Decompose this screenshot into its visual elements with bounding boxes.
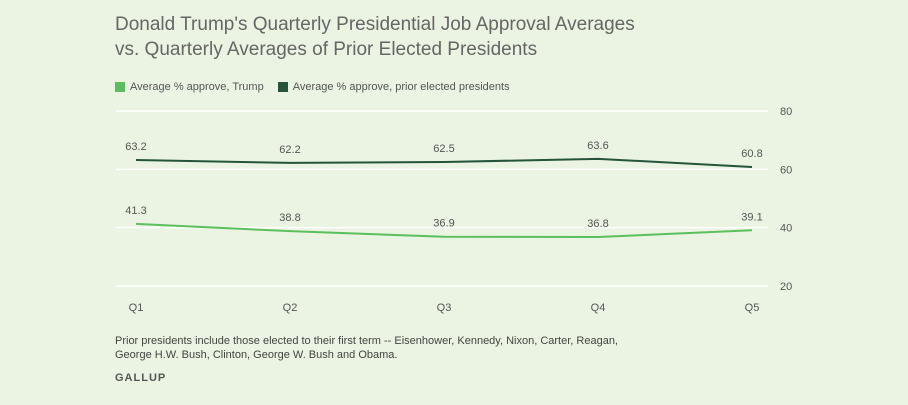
data-label-s0-q3: 36.9 bbox=[433, 218, 454, 230]
x-tick-label-q1: Q1 bbox=[129, 302, 144, 314]
data-label-s1-q5: 60.8 bbox=[741, 148, 762, 160]
chart-note: Prior presidents include those elected t… bbox=[115, 334, 675, 362]
legend-item-trump: Average % approve, Trump bbox=[115, 81, 264, 93]
x-tick-label-q4: Q4 bbox=[591, 302, 606, 314]
legend-label-trump: Average % approve, Trump bbox=[130, 81, 264, 93]
legend-item-prior: Average % approve, prior elected preside… bbox=[277, 81, 510, 93]
chart-title: Donald Trump's Quarterly Presidential Jo… bbox=[115, 12, 635, 62]
series-line-0 bbox=[135, 222, 753, 238]
series-line-1 bbox=[135, 157, 753, 168]
legend-label-prior: Average % approve, prior elected preside… bbox=[292, 81, 510, 93]
y-tick-label-60: 60 bbox=[780, 164, 792, 176]
data-label-s0-q1: 41.3 bbox=[125, 205, 146, 217]
x-tick-label-q5: Q5 bbox=[745, 302, 760, 314]
data-label-s1-q3: 62.5 bbox=[433, 143, 454, 155]
y-tick-label-80: 80 bbox=[780, 106, 792, 118]
chart-note-line-2: George H.W. Bush, Clinton, George W. Bus… bbox=[115, 349, 398, 361]
legend-swatch-prior bbox=[277, 82, 288, 92]
chart-note-line-1: Prior presidents include those elected t… bbox=[115, 335, 618, 347]
data-label-s0-q2: 38.8 bbox=[279, 212, 300, 224]
y-tick-label-20: 20 bbox=[780, 281, 792, 293]
x-tick-label-q2: Q2 bbox=[283, 302, 298, 314]
chart-title-line-2: vs. Quarterly Averages of Prior Elected … bbox=[115, 39, 538, 60]
x-tick-label-q3: Q3 bbox=[437, 302, 452, 314]
legend-swatch-trump bbox=[115, 82, 125, 92]
chart-title-line-1: Donald Trump's Quarterly Presidential Jo… bbox=[115, 14, 635, 35]
data-label-s1-q2: 62.2 bbox=[279, 144, 300, 156]
y-tick-label-40: 40 bbox=[780, 223, 792, 235]
data-label-s0-q5: 39.1 bbox=[741, 211, 762, 223]
data-label-s1-q1: 63.2 bbox=[125, 141, 146, 153]
source-label: GALLUP bbox=[115, 372, 167, 384]
data-label-s0-q4: 36.8 bbox=[587, 218, 608, 230]
data-label-s1-q4: 63.6 bbox=[587, 140, 608, 152]
chart-legend: Average % approve, Trump Average % appro… bbox=[115, 81, 524, 93]
